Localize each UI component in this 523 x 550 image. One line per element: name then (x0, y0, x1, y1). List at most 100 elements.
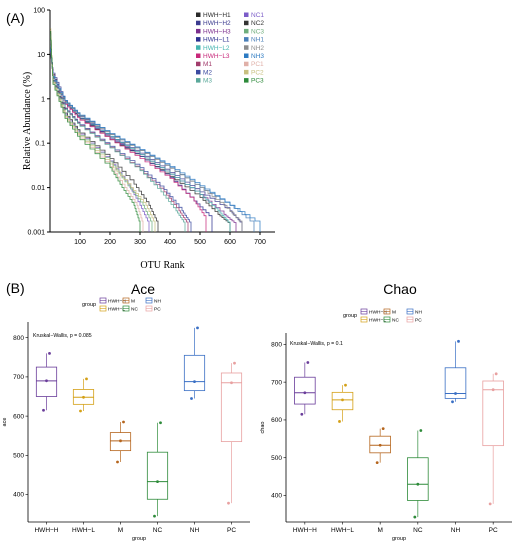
data-point (159, 421, 162, 425)
y-tick-label: 600 (271, 417, 282, 424)
data-point (488, 502, 492, 506)
legend-swatch (196, 12, 201, 17)
box (183, 354, 206, 392)
data-point (419, 429, 423, 432)
legend-label: PC2 (251, 69, 264, 76)
legend-label: NH1 (251, 37, 264, 44)
legend-swatch (244, 12, 249, 17)
panel-label: (A) (6, 10, 25, 26)
x-tick-label: PC (227, 527, 236, 534)
x-tick-label: HWH−L (331, 527, 354, 534)
series-line (50, 37, 192, 232)
x-tick-label: 100 (74, 239, 86, 246)
data-point (457, 339, 460, 343)
y-tick-label: 700 (271, 379, 282, 386)
x-tick-label: PC (489, 527, 498, 534)
box-group: NH (444, 339, 467, 534)
data-point (381, 427, 385, 431)
box-group: NH (183, 326, 206, 534)
chao-boxplot-panel: Chao group HWH−H HWH−L M NC NH PC Kruskal−Wallis… (260, 281, 512, 542)
data-point (230, 381, 233, 385)
box-group: PC (482, 372, 504, 534)
data-point (451, 400, 454, 404)
x-tick-label: M (377, 527, 382, 534)
data-point (494, 372, 498, 376)
box (35, 366, 58, 397)
box-group: M (369, 427, 391, 534)
box (482, 380, 504, 447)
y-tick-label: 400 (271, 493, 282, 500)
y-tick-label: 0.1 (35, 141, 45, 148)
legend-label: M3 (203, 78, 212, 85)
box (331, 391, 354, 411)
box-group: HWH−H (293, 361, 317, 534)
legend-label: HWH−L2 (203, 45, 230, 52)
legend-title: group (343, 313, 357, 319)
legend-label: NC2 (251, 20, 264, 27)
data-point (413, 515, 417, 519)
data-point (416, 482, 420, 486)
x-axis-title: OTU Rank (140, 260, 184, 271)
panel-title: Ace (131, 281, 155, 297)
data-point (303, 391, 307, 395)
legend-swatch (244, 28, 249, 34)
legend-swatch (244, 61, 249, 67)
legend-label: NH2 (251, 45, 264, 52)
data-point (344, 383, 347, 387)
x-tick-label: 200 (104, 239, 116, 246)
data-point (491, 388, 495, 392)
box (369, 435, 391, 454)
data-point (196, 326, 199, 330)
box-group: HWH−L (331, 383, 354, 534)
legend-label: HWH−H (369, 310, 387, 316)
legend-label: M2 (203, 69, 212, 76)
legend-swatch (196, 53, 201, 58)
legend-swatch (244, 20, 249, 26)
legend-swatch (196, 69, 201, 75)
legend-label: PC (154, 307, 161, 313)
x-tick-label: NH (451, 527, 461, 534)
legend-label: HWH−L (369, 318, 386, 324)
legend-swatch (244, 53, 249, 58)
legend-swatch (244, 45, 249, 50)
x-tick-label: NC (153, 527, 163, 534)
data-point (85, 377, 88, 381)
legend-label: M1 (203, 61, 212, 68)
y-axis-title: ace (2, 418, 8, 427)
series-line (50, 46, 213, 232)
y-axis-title: Relative Abundance (%) (22, 72, 33, 170)
series-line (50, 46, 261, 232)
legend-label: M (392, 310, 396, 316)
y-tick-label: 500 (271, 455, 282, 462)
y-tick-label: 10 (37, 52, 45, 59)
y-tick-label: 0.001 (27, 230, 45, 237)
legend-label: NH3 (251, 53, 264, 60)
x-tick-label: HWH−H (34, 527, 58, 534)
y-tick-label: 700 (13, 374, 24, 381)
legend-label: M (131, 299, 135, 305)
x-tick-label: M (118, 527, 123, 534)
data-point (341, 398, 344, 402)
legend: group HWH−H HWH−L M NC NH PC (82, 297, 161, 313)
legend-label: HWH−L (108, 307, 125, 313)
data-point (119, 439, 122, 443)
legend-swatch (244, 69, 249, 75)
box (294, 376, 316, 405)
box (220, 372, 243, 443)
x-tick-label: HWH−H (293, 527, 317, 534)
box-group: NC (146, 421, 169, 534)
y-tick-label: 100 (33, 8, 45, 15)
legend-label: HWH−H (108, 299, 126, 305)
data-point (300, 412, 304, 416)
legend-label: NH (154, 299, 161, 305)
legend-swatch (196, 20, 201, 26)
panel-label: (B) (6, 280, 25, 296)
legend-label: HWH−L3 (203, 53, 230, 60)
series-line (50, 29, 144, 232)
data-point (193, 380, 196, 384)
data-point (116, 460, 119, 464)
box (109, 432, 132, 452)
data-point (82, 395, 85, 399)
legend: group HWH−H HWH−L M NC NH PC (343, 308, 422, 324)
